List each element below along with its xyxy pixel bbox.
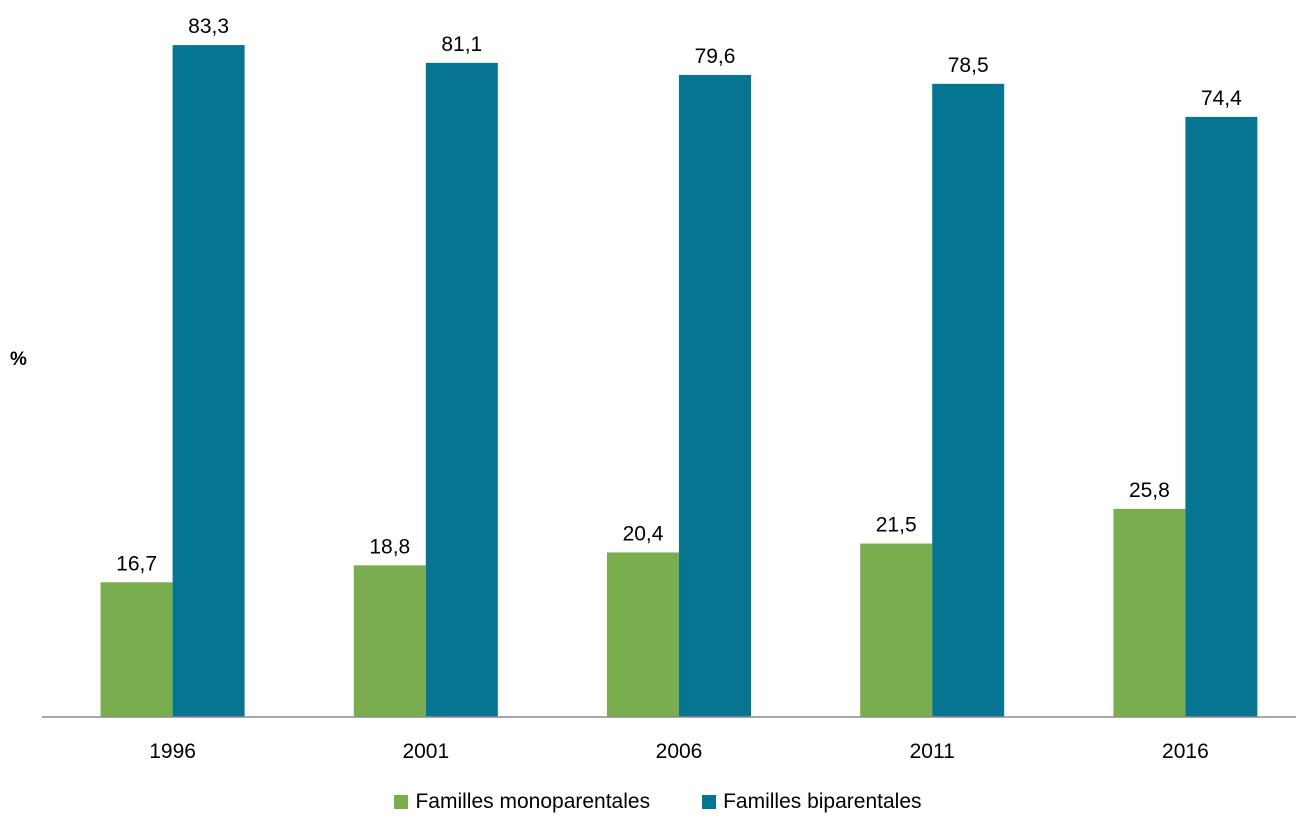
- bar-biparentales-2006: [679, 74, 751, 717]
- value-labels-group: 16,7 83,3 18,8 81,1 20,4 79,6 21,5 78,5 25,8 74,4: [116, 15, 1242, 575]
- value-label-monoparentales-1996: 16,7: [116, 552, 157, 575]
- bar-biparentales-2011: [932, 83, 1005, 718]
- bars-group: [100, 45, 1258, 718]
- value-label-biparentales-2016: 74,4: [1201, 87, 1242, 110]
- bar-biparentales-1996: [172, 45, 245, 718]
- bar-monoparentales-1996: [100, 582, 173, 717]
- legend-item-biparentales: Familles biparentales: [702, 790, 922, 814]
- legend-item-monoparentales: Familles monoparentales: [394, 790, 650, 814]
- legend: Familles monoparentales Familles biparen…: [0, 790, 1316, 814]
- bar-monoparentales-2011: [860, 543, 933, 717]
- value-label-monoparentales-2011: 21,5: [876, 514, 917, 537]
- legend-swatch-monoparentales: [394, 795, 409, 809]
- bar-monoparentales-2001: [353, 565, 426, 717]
- x-tick-label-2011: 2011: [910, 740, 955, 763]
- legend-swatch-biparentales: [702, 795, 717, 809]
- value-label-biparentales-2011: 78,5: [948, 54, 989, 77]
- x-tick-label-2016: 2016: [1162, 740, 1209, 763]
- x-tick-label-2001: 2001: [402, 740, 449, 763]
- value-label-monoparentales-2006: 20,4: [623, 522, 664, 545]
- x-tick-label-2006: 2006: [656, 740, 703, 763]
- value-label-biparentales-2001: 81,1: [441, 33, 482, 56]
- bar-monoparentales-2006: [607, 552, 679, 717]
- value-label-monoparentales-2016: 25,8: [1129, 479, 1170, 502]
- bar-biparentales-2016: [1185, 116, 1258, 718]
- value-label-biparentales-1996: 83,3: [188, 15, 229, 38]
- value-label-monoparentales-2001: 18,8: [369, 535, 410, 558]
- bar-monoparentales-2016: [1113, 508, 1186, 717]
- x-tick-label-1996: 1996: [149, 740, 196, 763]
- bar-biparentales-2001: [425, 62, 498, 717]
- value-label-biparentales-2006: 79,6: [695, 45, 736, 68]
- x-tick-labels-group: 1996 2001 2006 2011 2016: [149, 740, 1209, 763]
- y-axis-title: %: [10, 349, 27, 370]
- legend-label-biparentales: Familles biparentales: [723, 790, 922, 813]
- legend-label-monoparentales: Familles monoparentales: [415, 790, 651, 813]
